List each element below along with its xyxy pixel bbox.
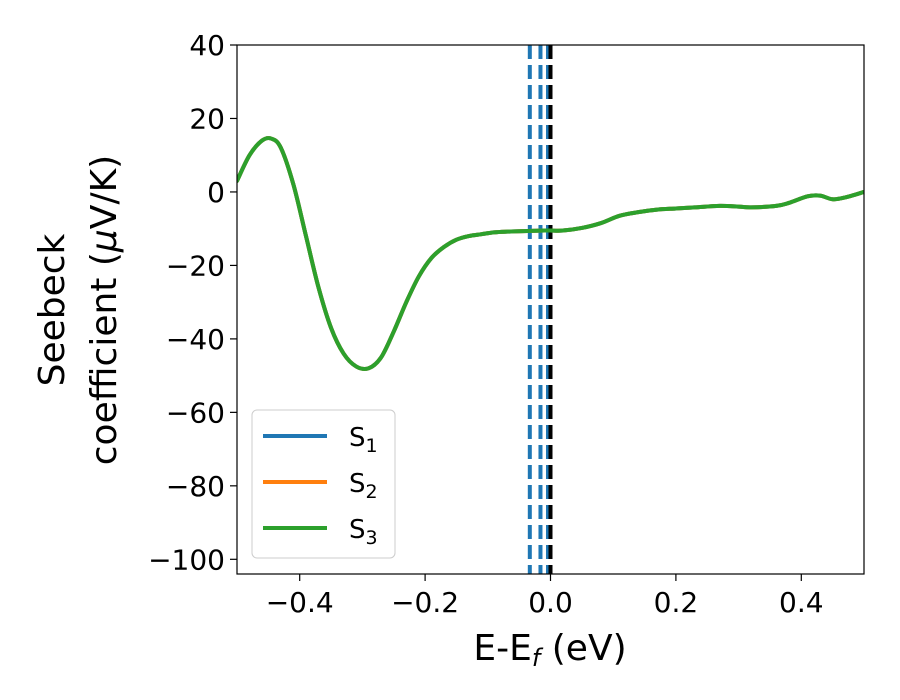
y-tick-label: −80 [166, 470, 225, 503]
x-tick-label: −0.2 [391, 586, 459, 619]
series-curves [237, 135, 864, 372]
y-axis-label-line2: coefficient (μV/K) [84, 155, 125, 465]
legend: S1 S2 S3 [251, 409, 396, 559]
legend-label-s3: S3 [349, 515, 378, 549]
legend-item-s1: S1 [263, 423, 378, 457]
y-tick-label: −20 [166, 249, 225, 282]
x-axis-ticks: −0.4 −0.2 0.0 0.2 0.4 [266, 574, 824, 619]
y-tick-label: 40 [189, 29, 225, 62]
y-axis-label: Seebeck coefficient (μV/K) [32, 155, 125, 465]
x-tick-label: 0.2 [654, 586, 699, 619]
legend-item-s3: S3 [263, 515, 378, 549]
y-tick-label: 20 [189, 102, 225, 135]
legend-label-s1: S1 [349, 423, 378, 457]
y-axis-label-line1: Seebeck [32, 233, 73, 386]
fermi-level-lines [527, 45, 553, 574]
x-tick-label: 0.0 [528, 586, 573, 619]
y-tick-label: −100 [148, 543, 225, 576]
series-line-s3 [237, 135, 864, 372]
x-tick-label: −0.4 [266, 586, 334, 619]
x-axis-label: E-Ef (eV) [473, 628, 626, 672]
y-tick-label: −60 [166, 396, 225, 429]
x-tick-label: 0.4 [779, 586, 824, 619]
legend-item-s2: S2 [263, 469, 378, 503]
y-axis-ticks: 40 20 0 −20 −40 −60 −80 −100 [148, 29, 237, 576]
y-tick-label: 0 [207, 176, 225, 209]
y-tick-label: −40 [166, 323, 225, 356]
legend-label-s2: S2 [349, 469, 378, 503]
